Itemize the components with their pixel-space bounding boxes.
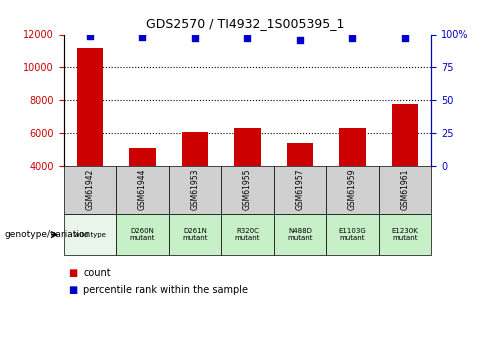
Bar	[392, 104, 418, 231]
Bar	[77, 48, 103, 231]
Text: GSM61953: GSM61953	[191, 169, 199, 210]
Bar	[182, 132, 208, 231]
Text: GSM61961: GSM61961	[400, 169, 410, 210]
Point	[139, 34, 147, 40]
Point	[401, 36, 409, 41]
Text: count: count	[83, 268, 111, 277]
Text: ■: ■	[69, 268, 78, 277]
Point	[191, 36, 199, 41]
Text: GSM61955: GSM61955	[243, 169, 252, 210]
Text: GSM61942: GSM61942	[85, 169, 95, 210]
Text: GSM61944: GSM61944	[138, 169, 147, 210]
Text: wild type: wild type	[74, 231, 106, 238]
Text: GSM61957: GSM61957	[295, 169, 304, 210]
Point	[244, 36, 251, 41]
Text: D261N
mutant: D261N mutant	[182, 228, 208, 241]
Text: E1230K
mutant: E1230K mutant	[392, 228, 418, 241]
Point	[296, 37, 304, 42]
Text: N488D
mutant: N488D mutant	[287, 228, 313, 241]
Bar	[234, 128, 261, 231]
Text: GDS2570 / TI4932_1S005395_1: GDS2570 / TI4932_1S005395_1	[146, 17, 344, 30]
Text: genotype/variation: genotype/variation	[5, 230, 91, 239]
Point	[348, 36, 356, 41]
Point	[86, 33, 94, 39]
Text: ■: ■	[69, 285, 78, 295]
Bar	[339, 128, 366, 231]
Text: GSM61959: GSM61959	[348, 169, 357, 210]
Text: D260N
mutant: D260N mutant	[130, 228, 155, 241]
Text: E1103G
mutant: E1103G mutant	[339, 228, 367, 241]
Text: percentile rank within the sample: percentile rank within the sample	[83, 285, 248, 295]
Text: R320C
mutant: R320C mutant	[235, 228, 260, 241]
Bar	[287, 143, 313, 231]
Bar	[129, 148, 156, 231]
